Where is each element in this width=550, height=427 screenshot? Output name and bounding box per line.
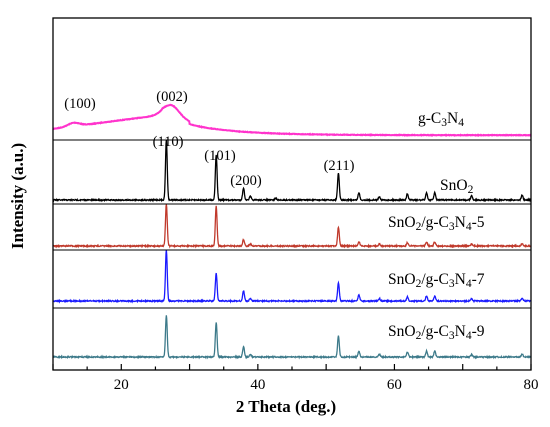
plot-border: [52, 17, 532, 371]
series-label-sample7: SnO2/g-C3N4-7: [388, 271, 485, 290]
plot-frame: [52, 17, 532, 371]
x-tick-label-40: 40: [250, 377, 265, 393]
series-label-sample9: SnO2/g-C3N4-9: [388, 323, 485, 342]
x-axis-ticks: 20 40 60 80: [52, 364, 539, 393]
annotations-layer: g-C3N4 (100) (002) SnO2 (110) (101) (200) (211)…: [64, 89, 484, 342]
peak-label-sno2-101: (101): [204, 148, 236, 164]
x-axis-title: 2 Theta (deg.): [236, 397, 336, 416]
x-tick-label-80: 80: [524, 377, 539, 393]
series-line-sno2: [52, 140, 532, 203]
series-line-sample9: [52, 315, 532, 360]
series-label-sample5: SnO2/g-C3N4-5: [388, 214, 485, 233]
series-label-gcn: g-C3N4: [418, 110, 464, 129]
x-tick-label-60: 60: [387, 377, 402, 393]
y-axis-title: Intensity (a.u.): [8, 143, 27, 249]
series-line-gcn: [52, 103, 532, 137]
peak-label-gcn-100: (100): [64, 96, 96, 112]
series-line-sample5: [52, 204, 532, 249]
x-tick-label-20: 20: [114, 377, 129, 393]
peak-label-sno2-110: (110): [153, 134, 184, 150]
series-label-sno2: SnO2: [440, 177, 474, 196]
series-layer: [52, 103, 532, 360]
peak-label-sno2-200: (200): [230, 173, 262, 189]
peak-label-gcn-002: (002): [156, 89, 188, 105]
peak-label-sno2-211: (211): [324, 158, 355, 174]
series-line-sample7: [52, 249, 532, 304]
